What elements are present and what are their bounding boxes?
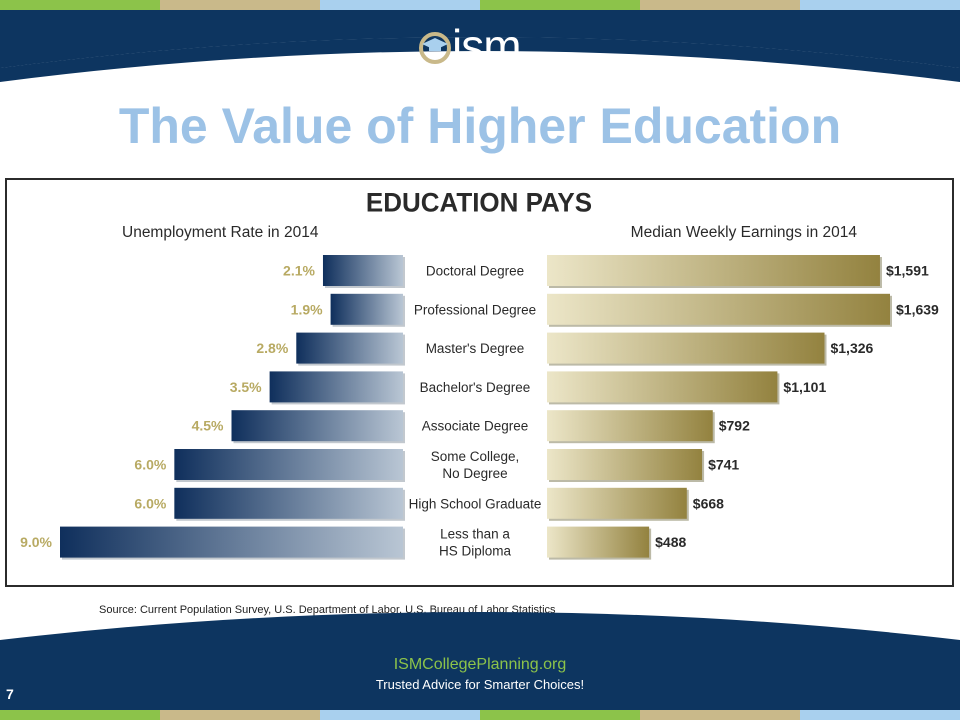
earnings-bar xyxy=(547,371,778,403)
unemployment-value-label: 2.1% xyxy=(283,263,315,279)
unemployment-bar xyxy=(269,371,403,403)
earnings-bar xyxy=(547,526,650,558)
slide-title: The Value of Higher Education xyxy=(118,98,842,154)
logo-wordmark: ism xyxy=(452,20,522,72)
unemployment-value-label: 6.0% xyxy=(134,457,166,473)
unemployment-bar xyxy=(174,487,403,519)
earnings-bar xyxy=(547,255,880,286)
earnings-value-label: $741 xyxy=(708,457,739,473)
chart-title: EDUCATION PAYS xyxy=(366,187,592,218)
category-label: Less than a HS Diploma xyxy=(439,527,512,559)
earnings-header: Median Weekly Earnings in 2014 xyxy=(631,224,858,241)
earnings-bar xyxy=(547,332,825,364)
footer-website: ISMCollegePlanning.org xyxy=(393,656,567,673)
earnings-value-label: $488 xyxy=(655,534,686,550)
earnings-value-label: $1,101 xyxy=(783,379,826,395)
earnings-value-label: $1,639 xyxy=(896,301,939,317)
category-label: High School Graduate xyxy=(409,496,542,511)
footer-tagline: Trusted Advice for Smarter Choices! xyxy=(375,677,585,692)
unemployment-bar xyxy=(174,449,403,480)
footer-band xyxy=(0,612,960,710)
earnings-bar xyxy=(547,487,687,519)
earnings-value-label: $1,591 xyxy=(886,263,929,279)
education-pays-chart: EDUCATION PAYS Unemployment Rate in 2014… xyxy=(5,178,954,587)
earnings-value-label: $668 xyxy=(693,495,724,511)
unemployment-value-label: 9.0% xyxy=(20,534,52,550)
unemployment-bar xyxy=(231,410,403,442)
logo-subtitle: college planning xyxy=(446,66,553,81)
unemployment-bar xyxy=(330,293,403,325)
unemployment-bar xyxy=(296,332,403,364)
earnings-value-label: $792 xyxy=(719,418,750,434)
bottom-color-stripes xyxy=(0,710,960,720)
category-label: Professional Degree xyxy=(414,302,536,317)
unemployment-bar xyxy=(322,255,403,286)
unemployment-value-label: 6.0% xyxy=(134,495,166,511)
unemployment-bar xyxy=(60,526,403,558)
unemployment-header: Unemployment Rate in 2014 xyxy=(122,224,319,241)
unemployment-value-label: 2.8% xyxy=(256,340,288,356)
unemployment-value-label: 3.5% xyxy=(230,379,262,395)
chart-canvas: EDUCATION PAYS Unemployment Rate in 2014… xyxy=(20,187,939,560)
earnings-bar xyxy=(547,293,890,325)
header-band xyxy=(0,10,960,82)
graduation-cap-logo-icon xyxy=(419,32,451,64)
earnings-bar xyxy=(547,449,703,480)
unemployment-value-label: 4.5% xyxy=(192,418,224,434)
category-label: Some College, No Degree xyxy=(431,449,520,481)
earnings-value-label: $1,326 xyxy=(830,340,873,356)
earnings-bar xyxy=(547,410,713,442)
unemployment-value-label: 1.9% xyxy=(291,301,323,317)
category-label: Master's Degree xyxy=(426,341,525,356)
category-label: Bachelor's Degree xyxy=(420,380,531,395)
page-number: 7 xyxy=(6,686,14,702)
category-label: Associate Degree xyxy=(422,419,529,434)
category-label: Doctoral Degree xyxy=(426,264,524,279)
top-color-stripes xyxy=(0,0,960,10)
